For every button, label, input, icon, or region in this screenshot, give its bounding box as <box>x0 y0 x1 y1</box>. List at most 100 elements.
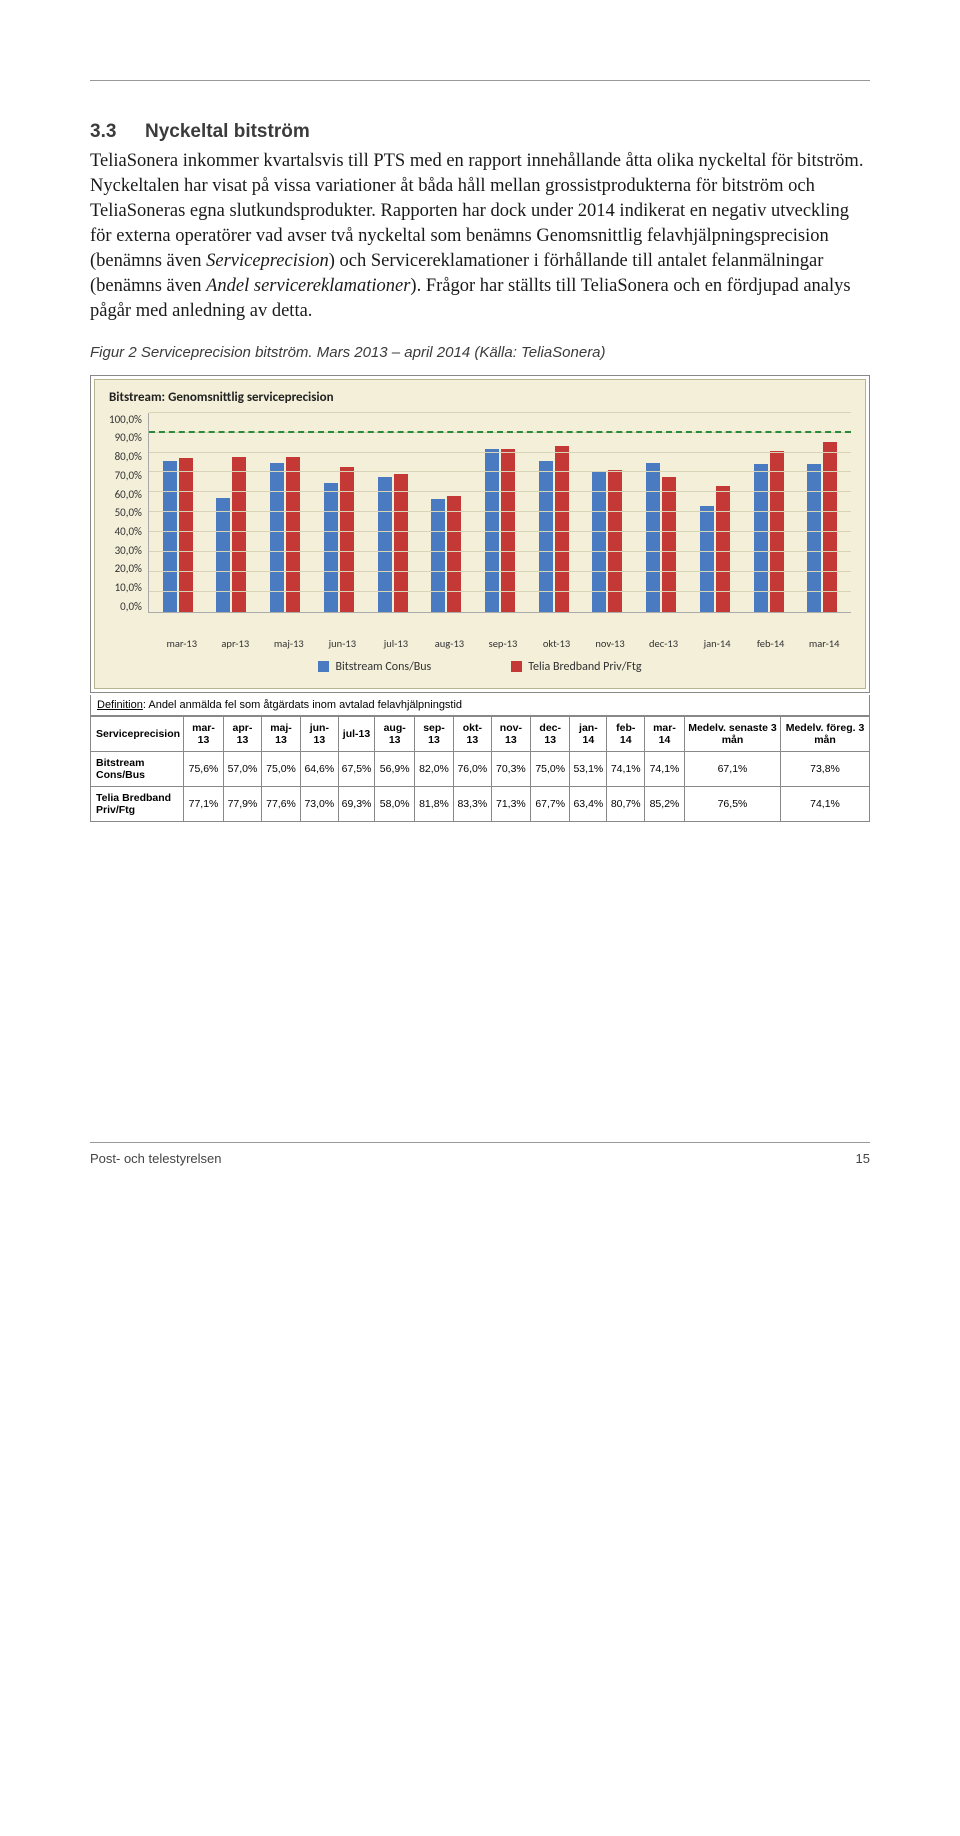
x-tick-label: mar-13 <box>155 637 209 650</box>
y-tick-label: 40,0% <box>115 525 142 538</box>
y-tick-label: 10,0% <box>115 581 142 594</box>
bar-series-a <box>754 464 768 611</box>
table-column-header: apr-13 <box>223 716 261 751</box>
x-tick-label: mar-14 <box>797 637 851 650</box>
y-tick-label: 80,0% <box>115 450 142 463</box>
table-column-header: Medelv. senaste 3 mån <box>684 716 780 751</box>
x-tick-label: jun-13 <box>316 637 370 650</box>
x-tick-label: dec-13 <box>637 637 691 650</box>
bar-group <box>742 413 796 612</box>
chart-panel: Bitstream: Genomsnittlig serviceprecisio… <box>94 379 866 689</box>
plot-area <box>148 413 851 613</box>
bar-series-b <box>286 457 300 611</box>
bar-group <box>366 413 420 612</box>
bar-group <box>419 413 473 612</box>
bar-group <box>527 413 581 612</box>
table-cell: 70,3% <box>491 751 531 786</box>
target-line <box>149 431 851 433</box>
y-tick-label: 100,0% <box>109 413 142 426</box>
table-row-label: Telia Bredband Priv/Ftg <box>91 786 184 821</box>
y-axis: 100,0%90,0%80,0%70,0%60,0%50,0%40,0%30,0… <box>109 413 148 613</box>
bar-group <box>688 413 742 612</box>
definition-text: : Andel anmälda fel som åtgärdats inom a… <box>143 699 462 711</box>
legend-label-a: Bitstream Cons/Bus <box>335 660 431 674</box>
y-tick-label: 50,0% <box>115 506 142 519</box>
table-cell: 74,1% <box>645 751 685 786</box>
table-column-header: maj-13 <box>261 716 300 751</box>
grid-line <box>149 531 851 532</box>
table-cell: 75,6% <box>184 751 224 786</box>
grid-line <box>149 571 851 572</box>
bar-group <box>151 413 205 612</box>
bar-series-a <box>270 463 284 612</box>
bar-group <box>205 413 259 612</box>
footer-left: Post- och telestyrelsen <box>90 1151 222 1166</box>
bar-series-b <box>716 486 730 612</box>
plot-wrap: 100,0%90,0%80,0%70,0%60,0%50,0%40,0%30,0… <box>109 413 851 633</box>
section-number: 3.3 <box>90 121 145 143</box>
table-cell: 73,8% <box>781 751 870 786</box>
table-cell: 83,3% <box>454 786 492 821</box>
data-table: Serviceprecisionmar-13apr-13maj-13jun-13… <box>90 716 870 822</box>
top-rule <box>90 80 870 81</box>
y-tick-label: 20,0% <box>115 562 142 575</box>
section-heading: 3.3Nyckeltal bitström <box>90 121 870 143</box>
y-tick-label: 30,0% <box>115 544 142 557</box>
table-cell: 75,0% <box>261 751 300 786</box>
bar-group <box>581 413 635 612</box>
x-tick-label: sep-13 <box>476 637 530 650</box>
table-column-header: nov-13 <box>491 716 531 751</box>
bar-series-a <box>163 461 177 611</box>
table-column-header: jan-14 <box>570 716 607 751</box>
bar-group <box>473 413 527 612</box>
bar-group <box>795 413 849 612</box>
x-tick-label: maj-13 <box>262 637 316 650</box>
table-row: Telia Bredband Priv/Ftg77,1%77,9%77,6%73… <box>91 786 870 821</box>
bar-series-a <box>216 498 230 611</box>
bar-series-a <box>646 463 660 612</box>
grid-line <box>149 591 851 592</box>
definition-line: Definition: Andel anmälda fel som åtgärd… <box>90 695 870 716</box>
y-tick-label: 90,0% <box>115 431 142 444</box>
table-cell: 75,0% <box>531 751 570 786</box>
definition-label: Definition <box>97 699 143 711</box>
table-cell: 76,0% <box>454 751 492 786</box>
table-cell: 53,1% <box>570 751 607 786</box>
x-tick-label: apr-13 <box>209 637 263 650</box>
bar-series-a <box>807 464 821 611</box>
table-cell: 85,2% <box>645 786 685 821</box>
table-cell: 74,1% <box>781 786 870 821</box>
table-cell: 82,0% <box>414 751 453 786</box>
table-cell: 63,4% <box>570 786 607 821</box>
table-cell: 57,0% <box>223 751 261 786</box>
body-paragraph: TeliaSonera inkommer kvartalsvis till PT… <box>90 149 870 324</box>
bar-series-b <box>823 442 837 612</box>
table-corner: Serviceprecision <box>91 716 184 751</box>
chart-title: Bitstream: Genomsnittlig serviceprecisio… <box>109 390 851 405</box>
x-tick-label: jul-13 <box>369 637 423 650</box>
legend: Bitstream Cons/Bus Telia Bredband Priv/F… <box>109 660 851 674</box>
bar-series-a <box>485 449 499 612</box>
table-cell: 67,5% <box>338 751 375 786</box>
table-column-header: mar-14 <box>645 716 685 751</box>
table-cell: 76,5% <box>684 786 780 821</box>
legend-label-b: Telia Bredband Priv/Ftg <box>528 660 641 674</box>
legend-item-b: Telia Bredband Priv/Ftg <box>511 660 641 674</box>
table-row: Bitstream Cons/Bus75,6%57,0%75,0%64,6%67… <box>91 751 870 786</box>
x-tick-label: jan-14 <box>690 637 744 650</box>
table-cell: 67,1% <box>684 751 780 786</box>
y-tick-label: 60,0% <box>115 488 142 501</box>
p-italic-1: Serviceprecision <box>206 251 329 271</box>
section-title: Nyckeltal bitström <box>145 121 310 142</box>
table-cell: 77,6% <box>261 786 300 821</box>
chart-container: Bitstream: Genomsnittlig serviceprecisio… <box>90 375 870 693</box>
table-cell: 58,0% <box>375 786 415 821</box>
footer-right: 15 <box>856 1151 870 1166</box>
x-axis-labels: mar-13apr-13maj-13jun-13jul-13aug-13sep-… <box>155 637 851 650</box>
table-column-header: jun-13 <box>301 716 339 751</box>
table-row-label: Bitstream Cons/Bus <box>91 751 184 786</box>
table-cell: 80,7% <box>607 786 645 821</box>
bars-row <box>149 413 851 612</box>
legend-item-a: Bitstream Cons/Bus <box>318 660 431 674</box>
grid-line <box>149 511 851 512</box>
